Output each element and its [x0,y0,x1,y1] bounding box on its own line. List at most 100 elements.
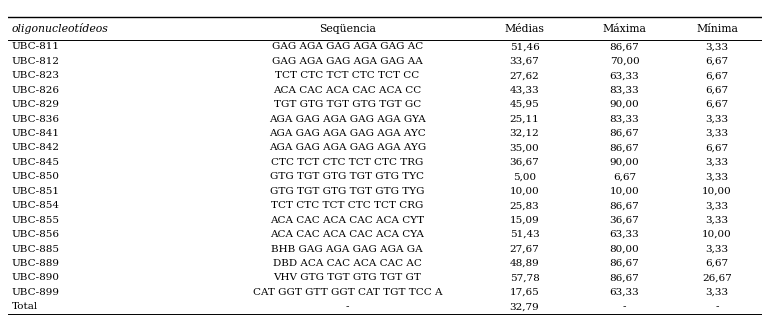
Text: 5,00: 5,00 [513,172,536,181]
Text: 10,00: 10,00 [702,230,732,239]
Text: 86,67: 86,67 [610,42,639,51]
Text: 70,00: 70,00 [610,57,639,66]
Text: UBC-899: UBC-899 [12,288,59,297]
Text: 32,79: 32,79 [510,302,540,311]
Text: Mínima: Mínima [696,24,738,34]
Text: UBC-829: UBC-829 [12,100,59,109]
Text: 3,33: 3,33 [705,216,728,225]
Text: 26,67: 26,67 [702,274,732,282]
Text: UBC-855: UBC-855 [12,216,59,225]
Text: Seqüencia: Seqüencia [319,24,376,34]
Text: 80,00: 80,00 [610,245,639,254]
Text: 36,67: 36,67 [510,158,540,167]
Text: 51,43: 51,43 [510,230,540,239]
Text: VHV GTG TGT GTG TGT GT: VHV GTG TGT GTG TGT GT [273,274,421,282]
Text: 6,67: 6,67 [705,86,728,95]
Text: 6,67: 6,67 [705,57,728,66]
Text: GTG TGT GTG TGT GTG TYC: GTG TGT GTG TGT GTG TYC [270,172,424,181]
Text: -: - [715,302,718,311]
Text: ACA CAC ACA CAC ACA CYA: ACA CAC ACA CAC ACA CYA [270,230,424,239]
Text: 63,33: 63,33 [610,71,639,80]
Text: UBC-885: UBC-885 [12,245,59,254]
Text: UBC-823: UBC-823 [12,71,59,80]
Text: UBC-842: UBC-842 [12,143,59,152]
Text: UBC-812: UBC-812 [12,57,59,66]
Text: 33,67: 33,67 [510,57,540,66]
Text: AGA GAG AGA GAG AGA AYC: AGA GAG AGA GAG AGA AYC [269,129,426,138]
Text: 48,89: 48,89 [510,259,540,268]
Text: UBC-850: UBC-850 [12,172,59,181]
Text: UBC-826: UBC-826 [12,86,59,95]
Text: UBC-889: UBC-889 [12,259,59,268]
Text: 25,83: 25,83 [510,201,540,210]
Text: 86,67: 86,67 [610,274,639,282]
Text: 86,67: 86,67 [610,129,639,138]
Text: 10,00: 10,00 [510,187,540,196]
Text: 86,67: 86,67 [610,143,639,152]
Text: 3,33: 3,33 [705,158,728,167]
Text: 86,67: 86,67 [610,201,639,210]
Text: UBC-851: UBC-851 [12,187,59,196]
Text: 35,00: 35,00 [510,143,540,152]
Text: Máxima: Máxima [603,24,647,34]
Text: 86,67: 86,67 [610,259,639,268]
Text: 3,33: 3,33 [705,288,728,297]
Text: 57,78: 57,78 [510,274,540,282]
Text: UBC-856: UBC-856 [12,230,59,239]
Text: 10,00: 10,00 [610,187,639,196]
Text: 3,33: 3,33 [705,129,728,138]
Text: 6,67: 6,67 [705,71,728,80]
Text: 10,00: 10,00 [702,187,732,196]
Text: UBC-841: UBC-841 [12,129,59,138]
Text: oligonucleotídeos: oligonucleotídeos [12,23,109,34]
Text: UBC-845: UBC-845 [12,158,59,167]
Text: UBC-811: UBC-811 [12,42,59,51]
Text: 15,09: 15,09 [510,216,540,225]
Text: 6,67: 6,67 [613,172,636,181]
Text: UBC-890: UBC-890 [12,274,59,282]
Text: 3,33: 3,33 [705,172,728,181]
Text: 6,67: 6,67 [705,259,728,268]
Text: -: - [346,302,349,311]
Text: AGA GAG AGA GAG AGA AYG: AGA GAG AGA GAG AGA AYG [269,143,426,152]
Text: 90,00: 90,00 [610,158,639,167]
Text: GAG AGA GAG AGA GAG AC: GAG AGA GAG AGA GAG AC [272,42,423,51]
Text: 32,12: 32,12 [510,129,540,138]
Text: -: - [623,302,626,311]
Text: ACA CAC ACA CAC ACA CYT: ACA CAC ACA CAC ACA CYT [270,216,424,225]
Text: 3,33: 3,33 [705,115,728,124]
Text: 83,33: 83,33 [610,115,639,124]
Text: 25,11: 25,11 [510,115,540,124]
Text: 17,65: 17,65 [510,288,540,297]
Text: 51,46: 51,46 [510,42,540,51]
Text: CTC TCT CTC TCT CTC TRG: CTC TCT CTC TCT CTC TRG [271,158,424,167]
Text: 63,33: 63,33 [610,288,639,297]
Text: 36,67: 36,67 [610,216,639,225]
Text: 63,33: 63,33 [610,230,639,239]
Text: GTG TGT GTG TGT GTG TYG: GTG TGT GTG TGT GTG TYG [270,187,424,196]
Text: ACA CAC ACA CAC ACA CC: ACA CAC ACA CAC ACA CC [273,86,421,95]
Text: BHB GAG AGA GAG AGA GA: BHB GAG AGA GAG AGA GA [272,245,423,254]
Text: AGA GAG AGA GAG AGA GYA: AGA GAG AGA GAG AGA GYA [269,115,426,124]
Text: UBC-854: UBC-854 [12,201,59,210]
Text: 45,95: 45,95 [510,100,540,109]
Text: 3,33: 3,33 [705,201,728,210]
Text: 43,33: 43,33 [510,86,540,95]
Text: GAG AGA GAG AGA GAG AA: GAG AGA GAG AGA GAG AA [272,57,423,66]
Text: TCT CTC TCT CTC TCT CRG: TCT CTC TCT CTC TCT CRG [271,201,424,210]
Text: 90,00: 90,00 [610,100,639,109]
Text: 27,62: 27,62 [510,71,540,80]
Text: TGT GTG TGT GTG TGT GC: TGT GTG TGT GTG TGT GC [273,100,421,109]
Text: 6,67: 6,67 [705,143,728,152]
Text: UBC-836: UBC-836 [12,115,59,124]
Text: 3,33: 3,33 [705,42,728,51]
Text: CAT GGT GTT GGT CAT TGT TCC A: CAT GGT GTT GGT CAT TGT TCC A [253,288,442,297]
Text: 27,67: 27,67 [510,245,540,254]
Text: 3,33: 3,33 [705,245,728,254]
Text: DBD ACA CAC ACA CAC AC: DBD ACA CAC ACA CAC AC [273,259,422,268]
Text: 83,33: 83,33 [610,86,639,95]
Text: Total: Total [12,302,38,311]
Text: 6,67: 6,67 [705,100,728,109]
Text: TCT CTC TCT CTC TCT CC: TCT CTC TCT CTC TCT CC [275,71,420,80]
Text: Médias: Médias [504,24,544,34]
